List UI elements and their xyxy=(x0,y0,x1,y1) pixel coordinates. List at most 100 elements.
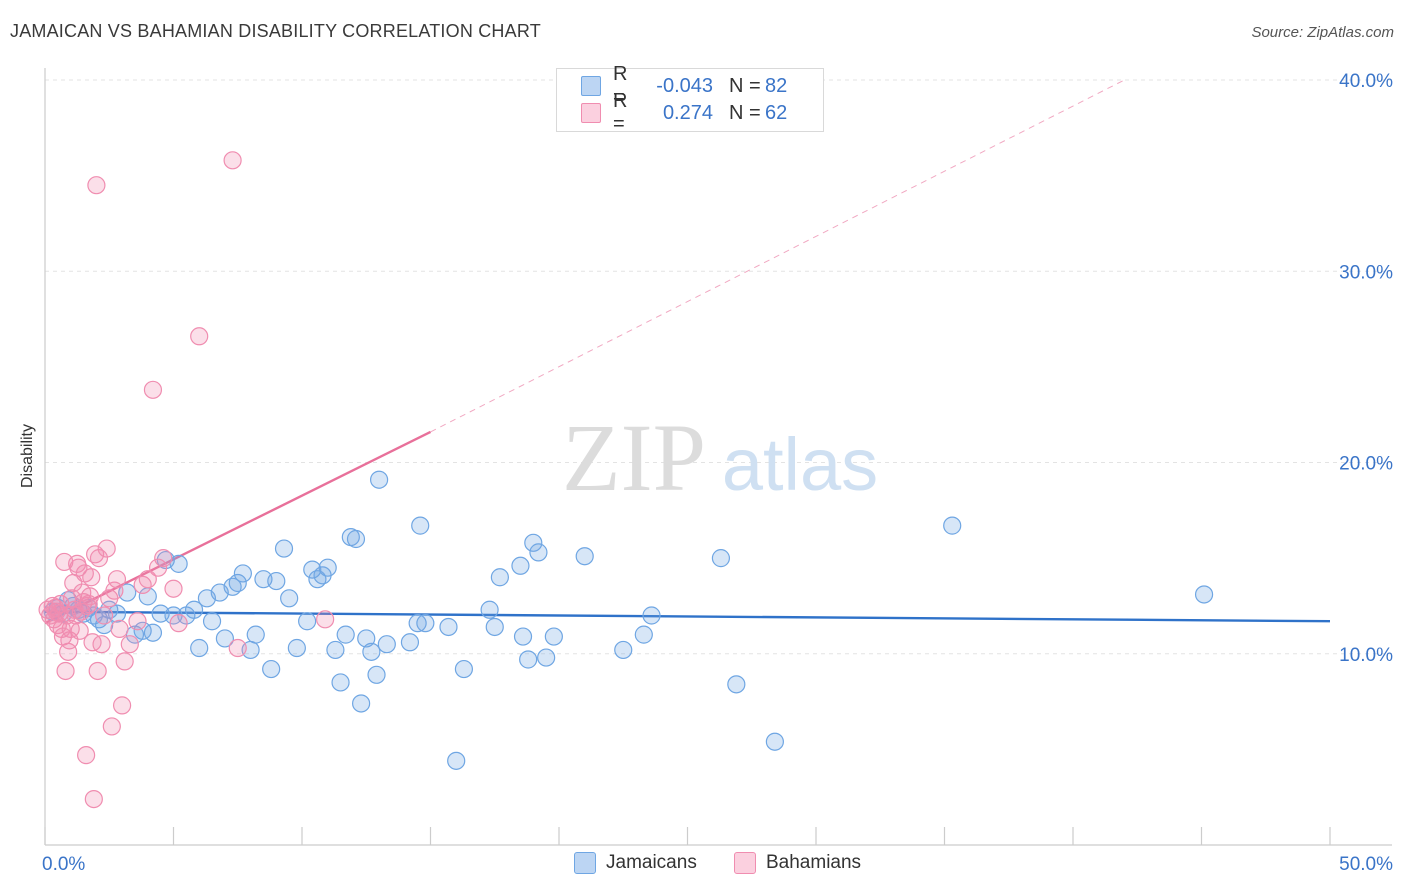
bahamians-point xyxy=(112,696,132,715)
n-label: N = xyxy=(729,101,761,124)
stats-legend-row-bahamians: R = 0.274 N = 62 xyxy=(581,90,788,135)
jamaicans-point xyxy=(765,732,784,751)
bahamians-point xyxy=(120,635,139,654)
jamaicans-point xyxy=(377,635,396,654)
jamaicans-point xyxy=(575,547,594,566)
source-label: Source: ZipAtlas.com xyxy=(1251,24,1394,41)
jamaicans-point xyxy=(303,560,322,579)
gridlines xyxy=(45,79,1392,655)
chart-title: JAMAICAN VS BAHAMIAN DISABILITY CORRELAT… xyxy=(10,21,541,41)
jamaicans-point xyxy=(511,556,530,575)
jamaicans-point xyxy=(454,659,474,679)
jamaicans-point xyxy=(411,516,430,535)
jamaicans-point xyxy=(326,640,345,660)
n-label: N = xyxy=(729,74,761,97)
jamaicans-point xyxy=(274,539,294,558)
trend-lines xyxy=(44,79,1331,625)
x-tick-label-max: 50.0% xyxy=(1339,854,1393,875)
jamaicans-point xyxy=(416,614,435,633)
bahamians-point xyxy=(95,606,114,625)
jamaicans-point xyxy=(228,573,247,593)
jamaicans-point xyxy=(169,554,188,573)
bahamians-point xyxy=(128,612,147,631)
bahamians-point xyxy=(107,570,127,589)
stats-legend-row-jamaicans: R = -0.043 N = 82 xyxy=(581,63,788,108)
jamaicans-point xyxy=(352,694,371,713)
r-value: -0.043 xyxy=(656,74,713,97)
data-points xyxy=(38,151,1214,809)
bahamians-point xyxy=(62,589,82,608)
jamaicans-point xyxy=(513,627,533,646)
bahamians-point xyxy=(228,638,247,658)
bahamians-point xyxy=(79,594,98,614)
jamaicans-point xyxy=(287,638,306,658)
tick-labels: 10.0% 20.0% 30.0% 40.0% 0.0% 50.0% xyxy=(42,71,1393,875)
jamaicans-trend-line xyxy=(44,610,1331,623)
bahamians-point xyxy=(115,652,134,671)
jamaicans-point xyxy=(400,633,420,652)
jamaicans-point xyxy=(943,516,962,535)
n-value: 82 xyxy=(765,74,788,97)
bahamians-point xyxy=(154,549,173,568)
jamaicans-point xyxy=(202,612,222,631)
bahamians-trend-extension xyxy=(430,79,1125,433)
jamaicans-point xyxy=(267,571,286,591)
r-label: R = xyxy=(613,63,628,108)
jamaicans-point xyxy=(408,614,427,633)
jamaicans-point xyxy=(184,600,204,619)
jamaicans-point xyxy=(485,617,504,637)
series-legend: Jamaicans Bahamians xyxy=(0,852,1406,878)
bahamians-point xyxy=(148,558,168,577)
jamaicans-point xyxy=(529,543,548,562)
bahamians-point xyxy=(138,570,157,589)
bahamians-point xyxy=(169,614,188,633)
jamaicans-point xyxy=(544,627,563,646)
bahamians-point xyxy=(70,621,89,640)
y-tick-label: 20.0% xyxy=(1339,454,1393,475)
legend-item-bahamians[interactable]: Bahamians xyxy=(734,852,861,874)
jamaicans-point xyxy=(298,612,317,631)
jamaicans-point xyxy=(439,617,458,637)
jamaicans-point xyxy=(614,640,633,660)
r-value: 0.274 xyxy=(662,101,713,124)
jamaicans-point xyxy=(711,549,731,568)
jamaicans-point xyxy=(280,589,299,608)
jamaicans-point xyxy=(727,675,746,694)
jamaicans-point xyxy=(336,625,355,644)
bahamians-point xyxy=(164,579,183,598)
bahamians-point xyxy=(143,380,163,399)
legend-label-bahamians: Bahamians xyxy=(766,852,862,873)
watermark-zip-text: ZIP xyxy=(562,404,706,511)
bahamians-trend-line xyxy=(44,430,432,625)
bahamians-point xyxy=(83,633,102,652)
legend-item-jamaicans[interactable]: Jamaicans xyxy=(574,852,697,874)
n-value: 62 xyxy=(765,101,788,124)
jamaicans-point xyxy=(490,568,509,587)
bahamians-legend-swatch xyxy=(734,852,756,874)
jamaicans-point xyxy=(331,673,350,692)
y-tick-label: 30.0% xyxy=(1339,262,1393,283)
jamaicans-point xyxy=(143,623,163,642)
jamaicans-point xyxy=(634,625,653,644)
bahamians-point xyxy=(102,717,121,736)
bahamians-point xyxy=(77,746,96,765)
bahamians-point xyxy=(87,176,106,195)
bahamians-point xyxy=(84,789,103,809)
legend-label-jamaicans: Jamaicans xyxy=(606,852,697,873)
jamaicans-point xyxy=(346,529,366,549)
jamaicans-swatch xyxy=(581,76,601,96)
bahamians-point xyxy=(82,568,101,587)
bahamians-point xyxy=(110,619,129,638)
jamaicans-point xyxy=(370,470,389,489)
jamaicans-point xyxy=(447,751,466,770)
bahamians-point xyxy=(316,610,335,629)
jamaicans-point xyxy=(367,665,386,684)
bahamians-point xyxy=(105,581,124,600)
jamaicans-point xyxy=(524,533,543,552)
bahamians-swatch xyxy=(581,103,601,123)
stats-legend: R = -0.043 N = 82 R = 0.274 N = 62 xyxy=(556,63,824,135)
jamaicans-point xyxy=(480,600,499,619)
jamaicans-point xyxy=(262,659,281,679)
bahamians-point xyxy=(97,539,116,558)
